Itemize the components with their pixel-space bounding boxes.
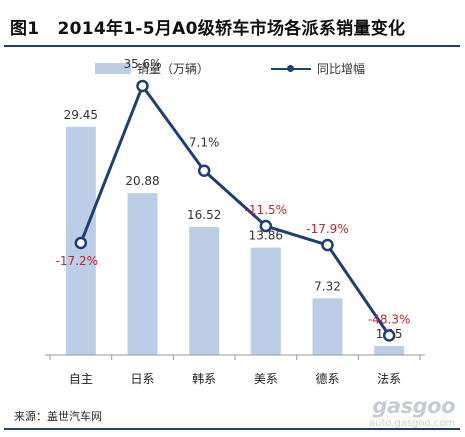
bar-value-label: 20.88 <box>125 174 159 188</box>
bar-value-label: 7.32 <box>314 279 341 293</box>
growth-value-label: -17.9% <box>306 222 348 236</box>
chart-title: 图1 2014年1-5月A0级轿车市场各派系销量变化 <box>10 14 405 39</box>
watermark-logo-text: gasgoo <box>372 394 455 418</box>
bar-value-label: 16.52 <box>187 208 221 222</box>
growth-point <box>321 238 334 252</box>
figure-label: 图1 <box>10 19 40 39</box>
growth-line <box>79 84 391 337</box>
x-tick-label: 法系 <box>377 372 401 386</box>
bar-法系 <box>374 346 405 355</box>
bar-日系 <box>127 193 158 355</box>
growth-point <box>74 236 88 250</box>
growth-value-label: 7.1% <box>189 136 220 150</box>
legend-line-label: 同比增幅 <box>317 62 366 76</box>
watermark-url: auto.gasgoo.com <box>368 418 455 429</box>
bar-美系 <box>250 247 281 355</box>
growth-value-label: -11.5% <box>245 203 287 217</box>
bar-韩系 <box>189 226 220 355</box>
growth-point <box>382 329 396 342</box>
bar-value-label: 29.45 <box>64 108 98 122</box>
growth-point <box>259 219 273 233</box>
growth-value-label: -48.3% <box>368 312 410 326</box>
growth-value-label: -17.2% <box>56 254 98 268</box>
footer-divider <box>4 428 460 430</box>
watermark-logo: gasgoo auto.gasgoo.com <box>365 394 457 432</box>
x-tick-label: 日系 <box>130 372 154 386</box>
legend-line-swatch <box>271 63 311 74</box>
legend-bar-swatch <box>95 63 131 74</box>
bar-value-label: 13.86 <box>249 229 283 243</box>
title-divider <box>4 45 460 47</box>
x-tick-label: 德系 <box>315 371 339 386</box>
legend-item-bar: 销量（万辆） <box>95 60 209 77</box>
growth-point <box>136 79 149 93</box>
legend-bar-label: 销量（万辆） <box>137 62 210 76</box>
growth-value-label: 35.6% <box>123 57 161 71</box>
title-text: 2014年1-5月A0级轿车市场各派系销量变化 <box>57 19 406 39</box>
x-tick-label: 美系 <box>254 372 278 386</box>
bar-德系 <box>312 298 343 355</box>
x-tick-label: 韩系 <box>192 371 216 386</box>
source-note: 来源：盖世汽车网 <box>14 410 102 423</box>
legend-item-line: 同比增幅 <box>271 60 365 77</box>
growth-point <box>197 164 211 177</box>
x-tick-label: 自主 <box>69 372 93 386</box>
